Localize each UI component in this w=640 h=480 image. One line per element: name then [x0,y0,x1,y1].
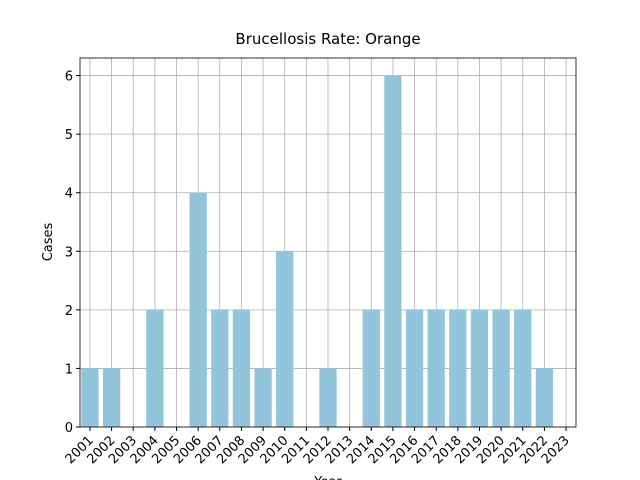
x-axis-label: Year [313,475,342,480]
bar [232,309,251,427]
bar [254,368,272,427]
y-axis-label: Cases [41,222,56,261]
bar [102,368,121,427]
y-tick-label: 4 [65,187,73,202]
bar [319,368,337,427]
bar [405,309,424,427]
bar [492,309,510,427]
bar [211,309,229,427]
y-tick-label: 5 [65,128,73,143]
bar [470,309,489,427]
bar [384,75,402,428]
chart-title: Brucellosis Rate: Orange [235,30,420,48]
bar [449,309,467,427]
bar [189,192,207,427]
bar [535,368,554,427]
y-tick-label: 2 [65,304,73,319]
y-tick-label: 3 [65,245,73,260]
bar [276,251,294,427]
bar [362,309,380,427]
y-tick-label: 1 [65,362,73,377]
bar [81,368,99,427]
y-tick-label: 0 [65,421,73,436]
bar [514,309,532,427]
bar [427,309,445,427]
y-tick-label: 6 [65,70,73,85]
plot-frame [79,57,577,428]
bar [146,309,164,427]
